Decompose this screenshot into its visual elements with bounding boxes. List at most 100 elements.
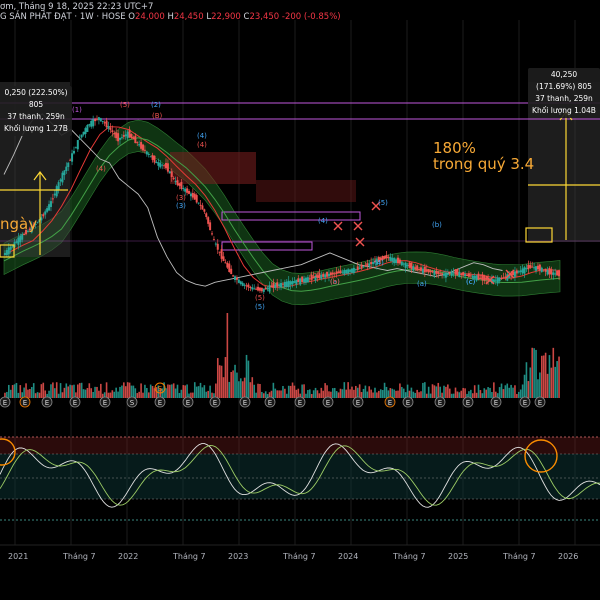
earnings-marker[interactable]: E	[384, 396, 396, 408]
candle	[466, 275, 469, 277]
volume-bar	[247, 360, 250, 398]
candle	[15, 241, 18, 243]
earnings-marker[interactable]: E	[402, 396, 414, 408]
x-tick-label: Tháng 7	[173, 552, 206, 561]
earnings-marker[interactable]: E	[19, 396, 31, 408]
volume-bar	[245, 354, 248, 398]
close-label: C	[243, 12, 250, 22]
volume-bar	[437, 382, 440, 398]
x-marker	[485, 275, 495, 285]
volume-bar	[341, 389, 344, 398]
candle	[67, 162, 70, 168]
volume-bar	[57, 393, 60, 398]
earnings-marker[interactable]: E	[519, 396, 531, 408]
candle	[118, 137, 121, 140]
candle	[303, 278, 306, 283]
volume-bar	[186, 384, 188, 398]
svg-text:E: E	[438, 399, 442, 407]
candle	[3, 252, 6, 256]
earnings-marker[interactable]: E	[352, 396, 364, 408]
svg-text:E: E	[406, 399, 410, 407]
candle	[132, 137, 135, 140]
volume-bar	[155, 387, 158, 398]
candle	[107, 126, 110, 129]
earnings-marker[interactable]: E	[294, 396, 306, 408]
earnings-marker[interactable]: E	[490, 396, 502, 408]
volume-bar	[251, 377, 254, 398]
volume-bar	[422, 382, 424, 398]
candle	[249, 286, 252, 288]
red-cloud-region-2	[256, 180, 356, 202]
candle	[515, 270, 518, 274]
candle	[462, 272, 465, 276]
volume-bar	[180, 389, 183, 398]
candle	[149, 156, 152, 158]
volume-bar	[324, 383, 326, 398]
volume-bar	[533, 348, 535, 398]
volume-bar	[531, 347, 533, 398]
volume-bar	[328, 391, 330, 398]
earnings-marker[interactable]: E	[69, 396, 81, 408]
candle	[542, 269, 545, 271]
earnings-marker[interactable]: E	[182, 396, 194, 408]
earnings-marker[interactable]: E	[264, 396, 276, 408]
candle	[176, 180, 179, 186]
volume-bar	[213, 393, 215, 398]
wave-label: (3)	[176, 202, 186, 210]
volume-bar	[539, 372, 541, 398]
zone-box-1	[221, 211, 361, 221]
candle	[420, 267, 422, 271]
candle	[30, 225, 33, 233]
earnings-marker[interactable]: E	[41, 396, 53, 408]
candle	[44, 211, 47, 215]
zone-box-2	[221, 241, 313, 251]
earnings-marker[interactable]: E	[434, 396, 446, 408]
candle	[326, 271, 329, 277]
earnings-marker[interactable]: E	[322, 396, 334, 408]
wave-label: (b)	[432, 221, 442, 229]
candle	[17, 237, 20, 245]
x-tick-label: Tháng 7	[503, 552, 536, 561]
x-marker	[371, 201, 381, 211]
header-symbol: G SẢN PHÁT ĐẠT · 1W · HOSE	[0, 12, 126, 22]
volume-bar	[193, 382, 196, 398]
volume-bar	[128, 382, 131, 398]
volume-bar	[485, 389, 487, 398]
volume-bar	[309, 389, 311, 398]
earnings-marker[interactable]: E	[209, 396, 221, 408]
volume-bar	[46, 393, 48, 398]
earnings-marker[interactable]: E	[534, 396, 546, 408]
volume-bar	[295, 389, 298, 398]
volume-bar	[552, 347, 555, 398]
earnings-marker[interactable]: E	[154, 396, 166, 408]
earnings-marker[interactable]: E	[0, 396, 11, 408]
volume-bar	[119, 386, 121, 398]
volume-bar	[27, 389, 29, 398]
earnings-marker[interactable]: E	[462, 396, 474, 408]
candle	[214, 243, 217, 245]
earnings-marker[interactable]: E	[239, 396, 251, 408]
candle	[364, 265, 367, 267]
candle	[264, 287, 267, 290]
wave-label: (4)	[197, 132, 207, 140]
candle	[550, 269, 553, 275]
volume-bar	[435, 386, 438, 398]
volume-bar	[149, 384, 152, 398]
candle	[72, 150, 75, 154]
low-label: L	[206, 12, 212, 22]
volume-bar	[100, 383, 102, 398]
split-marker[interactable]	[154, 382, 166, 394]
candle	[519, 270, 522, 272]
volume-bar	[464, 388, 466, 398]
volume-bar	[491, 392, 493, 398]
candle	[312, 276, 315, 279]
earnings-marker[interactable]: E	[99, 396, 111, 408]
volume-bar	[454, 387, 457, 398]
candle	[78, 138, 81, 140]
candle	[234, 276, 237, 280]
earnings-marker[interactable]: S	[126, 396, 138, 408]
volume-bar	[535, 349, 537, 398]
volume-bar	[184, 385, 186, 398]
volume-bar	[124, 386, 127, 398]
